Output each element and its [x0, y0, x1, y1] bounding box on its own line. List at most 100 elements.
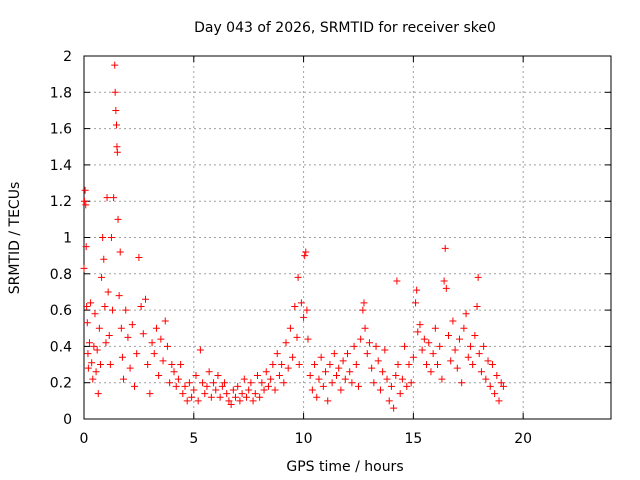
data-point [207, 393, 215, 401]
data-point [106, 361, 114, 369]
data-point [172, 382, 180, 390]
data-point [458, 379, 466, 387]
data-point [196, 346, 204, 354]
data-point [418, 346, 426, 354]
data-point [166, 379, 174, 387]
data-point [218, 382, 226, 390]
data-point [199, 379, 207, 387]
data-point [85, 339, 93, 347]
data-point [474, 273, 482, 281]
data-point [497, 379, 505, 387]
data-point [238, 390, 246, 398]
x-tick-label: 20 [514, 431, 532, 447]
data-point [469, 361, 477, 369]
chart-title: Day 043 of 2026, SRMTID for receiver ske… [194, 20, 496, 36]
data-point [477, 368, 485, 376]
data-point [360, 299, 368, 307]
data-point [390, 404, 398, 412]
data-point [133, 350, 141, 358]
y-tick-label: 0.8 [50, 267, 72, 283]
data-point [155, 371, 163, 379]
data-point [99, 234, 107, 241]
y-tick-label: 1.2 [50, 194, 72, 210]
data-point [118, 353, 126, 361]
data-point [488, 361, 496, 369]
y-tick-label: 1.8 [50, 85, 72, 101]
data-point [92, 368, 100, 376]
data-point [284, 364, 292, 372]
data-point [194, 397, 202, 405]
data-point [416, 321, 424, 329]
data-point [409, 353, 417, 361]
data-point [449, 317, 457, 325]
y-tick-label: 0.2 [50, 376, 72, 392]
y-tick-label: 1.6 [50, 122, 72, 138]
data-point [84, 364, 92, 372]
y-tick-label: 0.4 [50, 339, 72, 355]
data-point [245, 386, 253, 394]
data-point [412, 299, 420, 307]
data-point [383, 375, 391, 383]
data-point [348, 379, 356, 387]
data-point [100, 255, 108, 263]
data-point [482, 375, 490, 383]
data-point [240, 375, 248, 383]
data-point [392, 371, 400, 379]
data-point [163, 342, 171, 350]
data-point [357, 335, 365, 343]
x-tick-label: 5 [189, 431, 198, 447]
data-point [116, 248, 124, 256]
data-point [135, 253, 143, 261]
data-point [401, 342, 409, 350]
data-point [161, 317, 169, 325]
data-point [379, 368, 387, 376]
data-point [188, 393, 196, 401]
data-point [174, 375, 182, 383]
data-point [359, 306, 367, 314]
data-point [181, 382, 189, 390]
data-point [80, 197, 88, 205]
data-point [291, 302, 299, 310]
data-point [95, 324, 103, 332]
data-point [223, 390, 231, 398]
data-point [249, 397, 257, 405]
data-point [396, 390, 404, 398]
data-point [427, 368, 435, 376]
data-point [339, 357, 347, 365]
data-point [337, 386, 345, 394]
data-point [326, 361, 334, 369]
data-point [286, 324, 294, 332]
data-point [436, 342, 444, 350]
data-point [455, 335, 463, 343]
data-point [112, 106, 120, 114]
data-point [91, 310, 99, 318]
data-point [403, 382, 411, 390]
data-point [260, 386, 268, 394]
data-point [374, 357, 382, 365]
data-point [447, 357, 455, 365]
data-point [137, 302, 145, 310]
data-point [82, 243, 90, 251]
data-point [190, 386, 198, 394]
data-point [414, 328, 422, 336]
x-tick-labels: 0 5 10 15 20 [80, 431, 533, 447]
data-point [393, 277, 401, 285]
data-point [139, 330, 147, 338]
data-point [354, 382, 362, 390]
data-point [146, 390, 154, 398]
data-point [480, 342, 488, 350]
data-point [282, 339, 290, 347]
data-point [114, 215, 122, 223]
data-point [183, 397, 191, 405]
data-point [264, 382, 272, 390]
data-point [168, 361, 176, 369]
data-point [385, 397, 393, 405]
data-point [333, 371, 341, 379]
data-point [87, 299, 95, 307]
data-point [96, 361, 104, 369]
data-point [88, 359, 96, 367]
data-point [179, 390, 187, 398]
data-point [141, 295, 149, 303]
y-tick-label: 0 [63, 412, 72, 428]
data-point [148, 339, 156, 347]
